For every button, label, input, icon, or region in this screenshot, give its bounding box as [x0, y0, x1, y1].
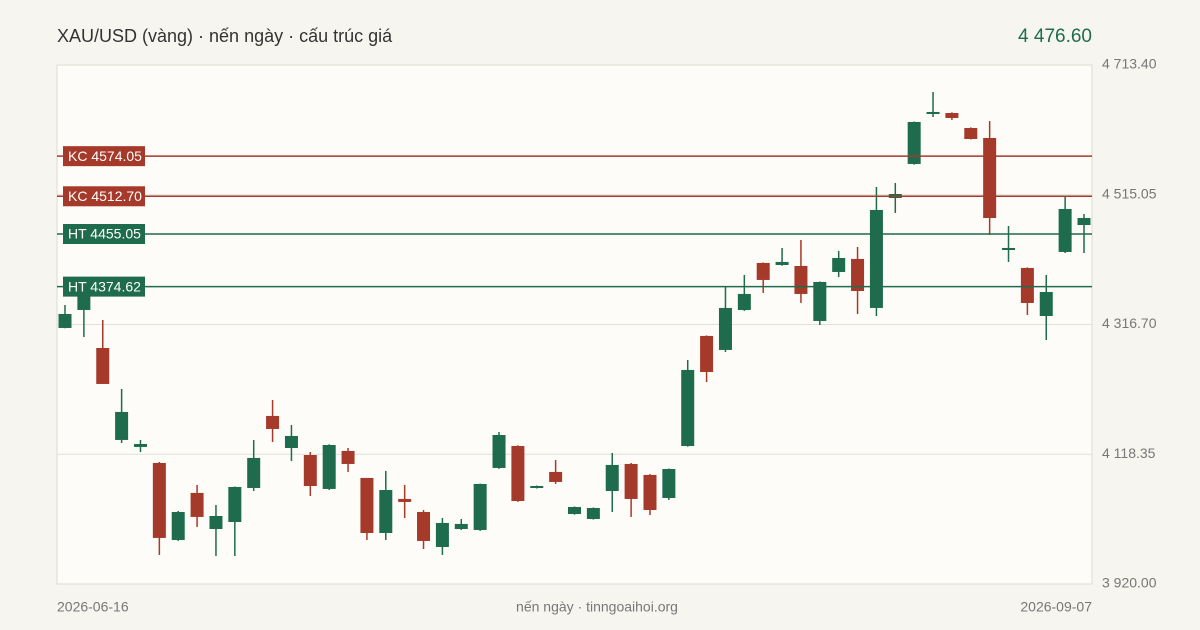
candle-body: [454, 523, 468, 529]
candle-body: [700, 335, 714, 372]
candle-body: [718, 307, 732, 350]
candle-body: [586, 507, 600, 519]
candle-body: [926, 111, 940, 114]
candle-body: [417, 511, 431, 541]
level-label-box: [63, 276, 145, 297]
candle-body: [1002, 247, 1016, 250]
candle-body: [171, 511, 185, 540]
level-label-box: [63, 186, 145, 207]
candle-body: [530, 486, 544, 489]
level-label-box: [63, 146, 145, 167]
y-tick-label: 4 118.35: [1102, 445, 1156, 461]
candle-body: [624, 463, 638, 499]
candle-body: [605, 464, 619, 491]
x-tick-label: 2026-06-16: [57, 599, 129, 615]
candle-body: [813, 281, 827, 321]
y-tick-label: 4 515.05: [1102, 185, 1157, 201]
level-label: KC 4512.70: [68, 188, 142, 204]
y-tick-label: 4 713.40: [1102, 56, 1157, 72]
candle-body: [473, 483, 487, 530]
level-label-box: [63, 223, 145, 244]
level-label: HT 4455.05: [68, 226, 141, 242]
candle-body: [511, 445, 525, 501]
candle-body: [58, 313, 72, 328]
candle-body: [662, 469, 676, 498]
last-price: 4 476.60: [1018, 26, 1092, 47]
footer-note: nến ngày · tinngoaihoi.org: [516, 599, 678, 615]
candle-body: [341, 450, 355, 464]
candle-body: [228, 486, 242, 522]
candle-body: [964, 127, 978, 139]
level-label: HT 4374.62: [68, 278, 141, 294]
candle-body: [643, 474, 657, 511]
candle-body: [832, 257, 846, 272]
candle-body: [398, 498, 412, 502]
candle-body: [869, 209, 883, 308]
candle-body: [1020, 267, 1034, 303]
candle-body: [77, 294, 91, 310]
candle-body: [115, 411, 129, 440]
candle-body: [681, 369, 695, 446]
candle-body: [96, 347, 110, 384]
candle-body: [851, 258, 865, 292]
candle-body: [360, 477, 374, 533]
candle-body: [247, 457, 261, 488]
candle-body: [756, 262, 770, 280]
candle-body: [945, 113, 959, 118]
candle-body: [794, 265, 808, 294]
candle-body: [435, 522, 449, 547]
candle-body: [549, 471, 563, 482]
candle-body: [133, 444, 147, 447]
candle-body: [568, 507, 581, 515]
candle-body: [284, 435, 298, 449]
candle-body: [379, 489, 393, 533]
candle-body: [1058, 208, 1072, 252]
candle-body: [775, 261, 789, 265]
candle-body: [266, 415, 280, 429]
candle-body: [737, 293, 751, 310]
candle-body: [190, 492, 204, 517]
candle-body: [983, 138, 997, 219]
candle-body: [1077, 218, 1091, 226]
candle-body: [322, 444, 336, 489]
y-tick-label: 3 920.00: [1102, 575, 1157, 591]
x-tick-label: 2026-09-07: [1020, 599, 1092, 615]
candle-body: [1039, 291, 1053, 316]
candle-body: [152, 462, 166, 538]
chart-title: XAU/USD (vàng) · nến ngày · cấu trúc giá: [57, 26, 393, 46]
candle-body: [907, 121, 921, 164]
candle-body: [492, 434, 506, 468]
level-label: KC 4574.05: [68, 148, 142, 164]
candle-body: [303, 455, 317, 487]
candle-body: [209, 515, 223, 529]
y-tick-label: 4 316.70: [1102, 315, 1157, 331]
